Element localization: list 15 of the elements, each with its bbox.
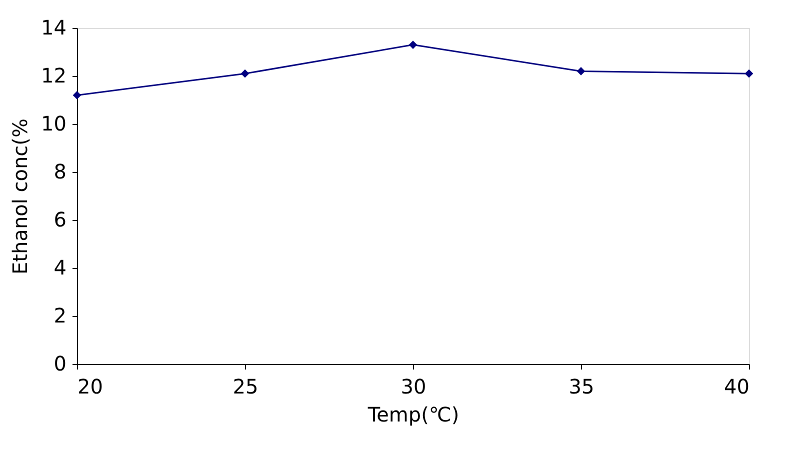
y-tick-label: 12 [41, 64, 66, 88]
x-tick-label: 40 [724, 374, 750, 398]
y-tick-label: 10 [41, 112, 66, 136]
y-tick-label: 4 [54, 256, 66, 280]
x-tick-label: 30 [400, 374, 426, 398]
y-tick-label: 8 [54, 160, 66, 184]
x-axis-title: Temp(℃) [366, 402, 460, 426]
y-tick-label: 2 [54, 304, 66, 328]
y-tick-label: 0 [54, 352, 66, 376]
x-tick-label: 25 [232, 374, 258, 398]
y-axis-title: Ethanol conc(% [8, 118, 32, 274]
y-tick-label: 14 [41, 16, 66, 40]
x-tick-label: 20 [78, 374, 103, 398]
y-tick-label: 6 [54, 208, 66, 232]
x-tick-label: 35 [568, 374, 594, 398]
